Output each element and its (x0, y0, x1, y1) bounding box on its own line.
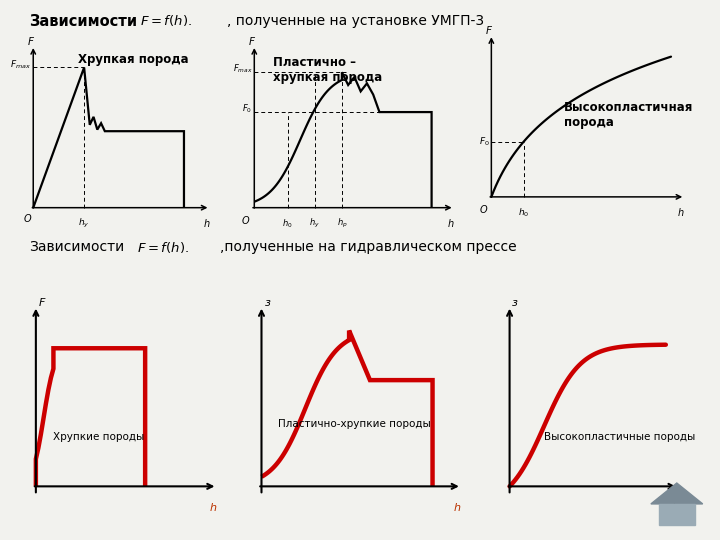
Polygon shape (659, 504, 695, 525)
Text: $h$: $h$ (210, 501, 217, 512)
Text: $F$: $F$ (248, 35, 256, 47)
Text: $h$: $h$ (454, 501, 462, 512)
Text: $O$: $O$ (241, 214, 251, 226)
Text: $O$: $O$ (479, 203, 488, 215)
Text: $F$: $F$ (38, 295, 46, 308)
Text: $h_0$: $h_0$ (518, 206, 529, 219)
Text: Зависимости: Зависимости (29, 240, 124, 254)
Text: $h$: $h$ (446, 217, 454, 230)
Text: $F_{max}$: $F_{max}$ (10, 58, 32, 71)
Text: $з$: $з$ (264, 298, 271, 308)
Text: Пластично –
хрупкая порода: Пластично – хрупкая порода (273, 56, 382, 84)
Text: , полученные на установке УМГП-3: , полученные на установке УМГП-3 (227, 14, 484, 28)
Text: $h$: $h$ (678, 206, 685, 219)
Text: $F = f(h).$: $F = f(h).$ (140, 14, 192, 29)
Text: $F_0$: $F_0$ (242, 103, 252, 115)
Text: $O$: $O$ (23, 212, 32, 225)
Text: Хрупкая порода: Хрупкая порода (78, 53, 189, 66)
Text: $F$: $F$ (485, 24, 493, 36)
Text: $h$: $h$ (671, 501, 679, 512)
Text: $h_p$: $h_p$ (336, 217, 347, 231)
Text: $F$: $F$ (27, 35, 35, 47)
Text: Высокопластичные породы: Высокопластичные породы (544, 432, 696, 442)
Text: Пластично-хрупкие породы: Пластично-хрупкие породы (278, 420, 431, 429)
Polygon shape (651, 483, 703, 504)
Text: $F_{max}$: $F_{max}$ (233, 63, 252, 75)
Text: Высокопластичная
порода: Высокопластичная порода (564, 102, 693, 129)
Text: $h$: $h$ (203, 217, 210, 230)
Text: ,полученные на гидравлическом прессе: ,полученные на гидравлическом прессе (220, 240, 516, 254)
Text: $F_0$: $F_0$ (479, 136, 490, 148)
Text: $h_y$: $h_y$ (310, 217, 320, 231)
Text: Хрупкие породы: Хрупкие породы (53, 432, 145, 442)
Text: $з$: $з$ (511, 298, 519, 308)
Text: $F = f(h).$: $F = f(h).$ (137, 240, 189, 255)
Text: Зависимости: Зависимости (29, 14, 137, 29)
Text: $h_y$: $h_y$ (78, 217, 90, 231)
Text: $h_0$: $h_0$ (282, 217, 293, 230)
